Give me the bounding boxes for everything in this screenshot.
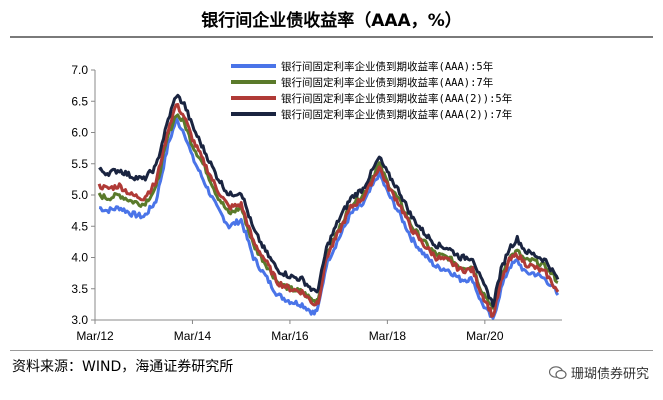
- source-note: 资料来源：WIND，海通证券研究所: [12, 359, 234, 375]
- y-tick-labels: 3.0 3.5 4.0 4.5 5.0 5.5 6.0 6.5 7.0: [71, 63, 88, 327]
- x-tick-label: Mar/20: [466, 329, 504, 343]
- y-tick-label: 4.5: [71, 219, 88, 233]
- x-tick-label: Mar/16: [271, 329, 309, 343]
- legend-label: 银行间固定利率企业债到期收益率(AAA(2)):5年: [281, 92, 512, 105]
- series-lines: [97, 93, 560, 320]
- title-divider: [10, 36, 653, 38]
- y-tick-label: 6.5: [71, 94, 88, 108]
- line-chart: 3.0 3.5 4.0 4.5 5.0 5.5 6.0 6.5 7.0 Mar/12 Mar/14…: [71, 58, 575, 343]
- y-tick-label: 6.0: [71, 126, 88, 140]
- y-tick-label: 5.0: [71, 188, 88, 202]
- legend-label: 银行间固定利率企业债到期收益率(AAA(2)):7年: [281, 108, 512, 121]
- x-tick-label: Mar/12: [76, 329, 114, 343]
- series-line-3: [97, 103, 560, 318]
- series-line-4: [98, 93, 560, 308]
- y-tick-label: 5.5: [71, 157, 88, 171]
- y-tick-label: 3.5: [71, 282, 88, 296]
- wechat-icon: [548, 365, 567, 379]
- chart-axes: [91, 69, 562, 324]
- watermark: 珊瑚债券研究: [548, 363, 649, 382]
- y-tick-label: 7.0: [71, 63, 88, 77]
- legend-box: [225, 58, 575, 124]
- y-tick-label: 4.0: [71, 251, 88, 265]
- y-tick-label: 3.0: [71, 313, 88, 327]
- x-tick-label: Mar/18: [369, 329, 407, 343]
- x-tick-labels: Mar/12 Mar/14 Mar/16 Mar/18 Mar/20: [76, 329, 504, 343]
- legend-label: 银行间固定利率企业债到期收益率(AAA):5年: [281, 60, 493, 73]
- series-line-1: [98, 117, 560, 320]
- watermark-text: 珊瑚债券研究: [570, 367, 649, 382]
- legend-label: 银行间固定利率企业债到期收益率(AAA):7年: [281, 76, 493, 89]
- legend: 银行间固定利率企业债到期收益率(AAA):5年银行间固定利率企业债到期收益率(A…: [225, 58, 575, 124]
- footer-divider: [10, 350, 653, 351]
- chart-title: 银行间企业债收益率（AAA，%）: [201, 11, 462, 31]
- x-tick-label: Mar/14: [174, 329, 212, 343]
